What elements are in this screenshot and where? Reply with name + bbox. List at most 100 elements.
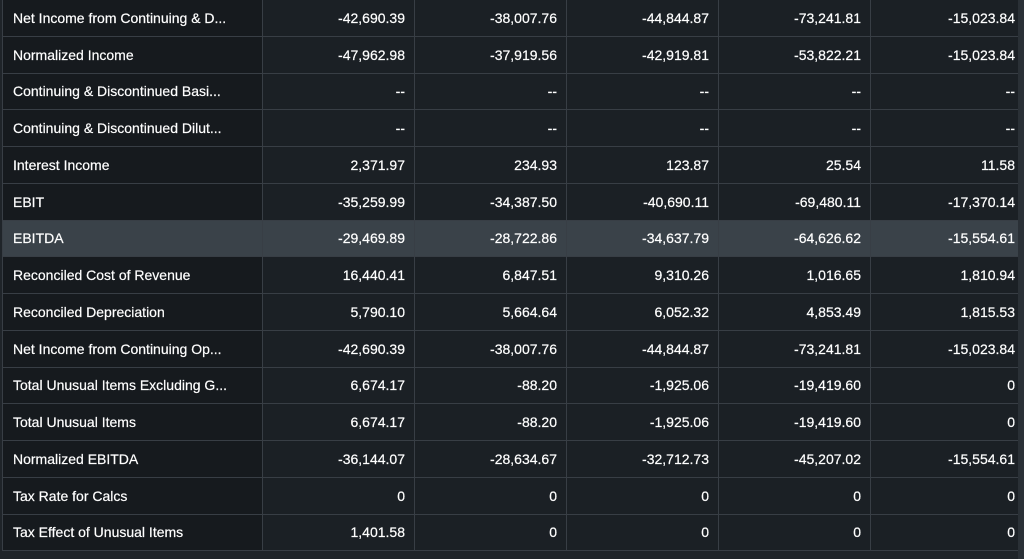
row-value: -36,144.07: [262, 440, 415, 478]
row-label: Reconciled Depreciation: [2, 293, 263, 331]
row-value: 0: [870, 513, 1024, 552]
row-value: -42,690.39: [262, 329, 415, 368]
row-label: Continuing & Discontinued Dilut...: [2, 109, 263, 147]
row-value: -88.20: [414, 403, 567, 441]
row-value: 1,815.53: [870, 293, 1024, 331]
table-row[interactable]: Continuing & Discontinued Dilut... -- --…: [2, 109, 1024, 147]
row-value: 234.93: [414, 146, 567, 184]
row-value: -38,007.76: [414, 329, 567, 368]
row-value: 0: [870, 366, 1024, 405]
row-value: --: [566, 72, 719, 111]
row-value: --: [414, 109, 567, 147]
row-value: 0: [262, 476, 415, 515]
row-value: -42,690.39: [262, 0, 415, 37]
row-value: 1,016.65: [718, 256, 871, 294]
row-value: 0: [718, 476, 871, 515]
row-value: -34,387.50: [414, 182, 567, 221]
row-value: -53,822.21: [718, 35, 871, 74]
table-row[interactable]: Tax Effect of Unusual Items 1,401.58 0 0…: [2, 513, 1024, 552]
row-value: --: [262, 72, 415, 111]
row-label: Reconciled Cost of Revenue: [2, 256, 263, 294]
row-value: -73,241.81: [718, 0, 871, 37]
row-label: Total Unusual Items: [2, 403, 263, 441]
row-value: --: [718, 109, 871, 147]
row-value: 0: [566, 513, 719, 552]
row-value: -64,626.62: [718, 219, 871, 258]
row-value: 0: [870, 476, 1024, 515]
row-value: 6,674.17: [262, 403, 415, 441]
row-label: Interest Income: [2, 146, 263, 184]
row-value: -1,925.06: [566, 403, 719, 441]
row-value: -44,844.87: [566, 0, 719, 37]
row-value: -28,722.86: [414, 219, 567, 258]
row-value: --: [870, 72, 1024, 111]
row-value: -15,023.84: [870, 35, 1024, 74]
scrollbar-track[interactable]: [1018, 0, 1024, 559]
row-value: -19,419.60: [718, 366, 871, 405]
row-value: 6,674.17: [262, 366, 415, 405]
row-value: 25.54: [718, 146, 871, 184]
table-row[interactable]: Tax Rate for Calcs 0 0 0 0 0: [2, 476, 1024, 515]
table-row[interactable]: Total Unusual Items Excluding G... 6,674…: [2, 366, 1024, 405]
row-label: Total Unusual Items Excluding G...: [2, 366, 263, 405]
row-value: 5,664.64: [414, 293, 567, 331]
row-value: -37,919.56: [414, 35, 567, 74]
row-value: 0: [870, 403, 1024, 441]
row-value: --: [566, 109, 719, 147]
row-value: -15,554.61: [870, 219, 1024, 258]
row-value: -38,007.76: [414, 0, 567, 37]
row-value: 5,790.10: [262, 293, 415, 331]
row-value: 11.58: [870, 146, 1024, 184]
row-value: -69,480.11: [718, 182, 871, 221]
row-value: -40,690.11: [566, 182, 719, 221]
row-value: -45,207.02: [718, 440, 871, 478]
row-value: -44,844.87: [566, 329, 719, 368]
row-value: -34,637.79: [566, 219, 719, 258]
row-value: 0: [414, 476, 567, 515]
table-row[interactable]: Interest Income 2,371.97 234.93 123.87 2…: [2, 146, 1024, 184]
table-row[interactable]: Net Income from Continuing Op... -42,690…: [2, 329, 1024, 368]
table-row[interactable]: Net Income from Continuing & D... -42,69…: [2, 0, 1024, 37]
row-label: EBIT: [2, 182, 263, 221]
row-value: 16,440.41: [262, 256, 415, 294]
row-value: -15,023.84: [870, 0, 1024, 37]
row-value: 9,310.26: [566, 256, 719, 294]
row-value: -73,241.81: [718, 329, 871, 368]
row-label: Tax Rate for Calcs: [2, 476, 263, 515]
table-row[interactable]: Reconciled Depreciation 5,790.10 5,664.6…: [2, 293, 1024, 331]
row-value: -19,419.60: [718, 403, 871, 441]
table-row[interactable]: Total Unusual Items 6,674.17 -88.20 -1,9…: [2, 403, 1024, 441]
row-value: -15,023.84: [870, 329, 1024, 368]
row-value: 6,052.32: [566, 293, 719, 331]
row-value: -35,259.99: [262, 182, 415, 221]
row-label: Net Income from Continuing & D...: [2, 0, 263, 37]
table-row[interactable]: Reconciled Cost of Revenue 16,440.41 6,8…: [2, 256, 1024, 294]
row-value: 0: [718, 513, 871, 552]
row-value: 0: [566, 476, 719, 515]
row-value: --: [414, 72, 567, 111]
row-label: EBITDA: [2, 219, 263, 258]
row-value: --: [870, 109, 1024, 147]
row-label: Continuing & Discontinued Basi...: [2, 72, 263, 111]
table-row-highlighted[interactable]: EBITDA -29,469.89 -28,722.86 -34,637.79 …: [2, 219, 1024, 258]
row-value: -1,925.06: [566, 366, 719, 405]
table-row[interactable]: Continuing & Discontinued Basi... -- -- …: [2, 72, 1024, 111]
row-value: --: [718, 72, 871, 111]
row-value: 6,847.51: [414, 256, 567, 294]
table-row[interactable]: EBIT -35,259.99 -34,387.50 -40,690.11 -6…: [2, 182, 1024, 221]
row-value: 123.87: [566, 146, 719, 184]
row-value: -15,554.61: [870, 440, 1024, 478]
row-label: Normalized Income: [2, 35, 263, 74]
table-row[interactable]: Normalized Income -47,962.98 -37,919.56 …: [2, 35, 1024, 74]
row-value: 4,853.49: [718, 293, 871, 331]
row-value: -47,962.98: [262, 35, 415, 74]
row-value: -88.20: [414, 366, 567, 405]
row-value: -42,919.81: [566, 35, 719, 74]
row-value: 0: [414, 513, 567, 552]
row-value: -28,634.67: [414, 440, 567, 478]
table-row[interactable]: Normalized EBITDA -36,144.07 -28,634.67 …: [2, 440, 1024, 478]
row-value: 2,371.97: [262, 146, 415, 184]
